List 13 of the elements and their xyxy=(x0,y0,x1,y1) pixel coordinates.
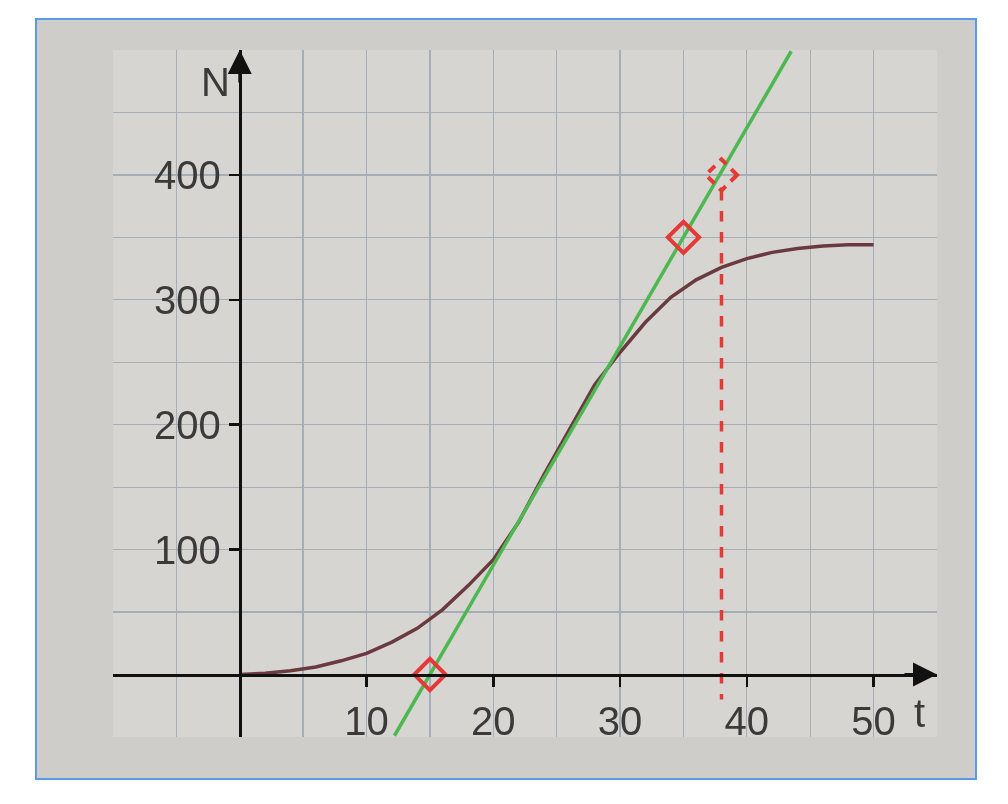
y-tick-label: 400 xyxy=(154,152,221,197)
x-axis-title: t xyxy=(914,691,926,735)
x-tick-label: 50 xyxy=(851,698,896,743)
y-tick-label: 200 xyxy=(154,402,221,447)
x-tick-label: 10 xyxy=(344,698,389,743)
x-tick-label: 40 xyxy=(724,698,770,743)
point xyxy=(665,219,702,255)
y-tick-label: 100 xyxy=(154,527,221,572)
x-tick-label: 30 xyxy=(597,698,643,743)
y-tick-label: 300 xyxy=(154,277,221,322)
point xyxy=(412,656,448,693)
x-tick-label: 20 xyxy=(471,698,516,743)
y-axis-title: N xyxy=(201,60,230,104)
